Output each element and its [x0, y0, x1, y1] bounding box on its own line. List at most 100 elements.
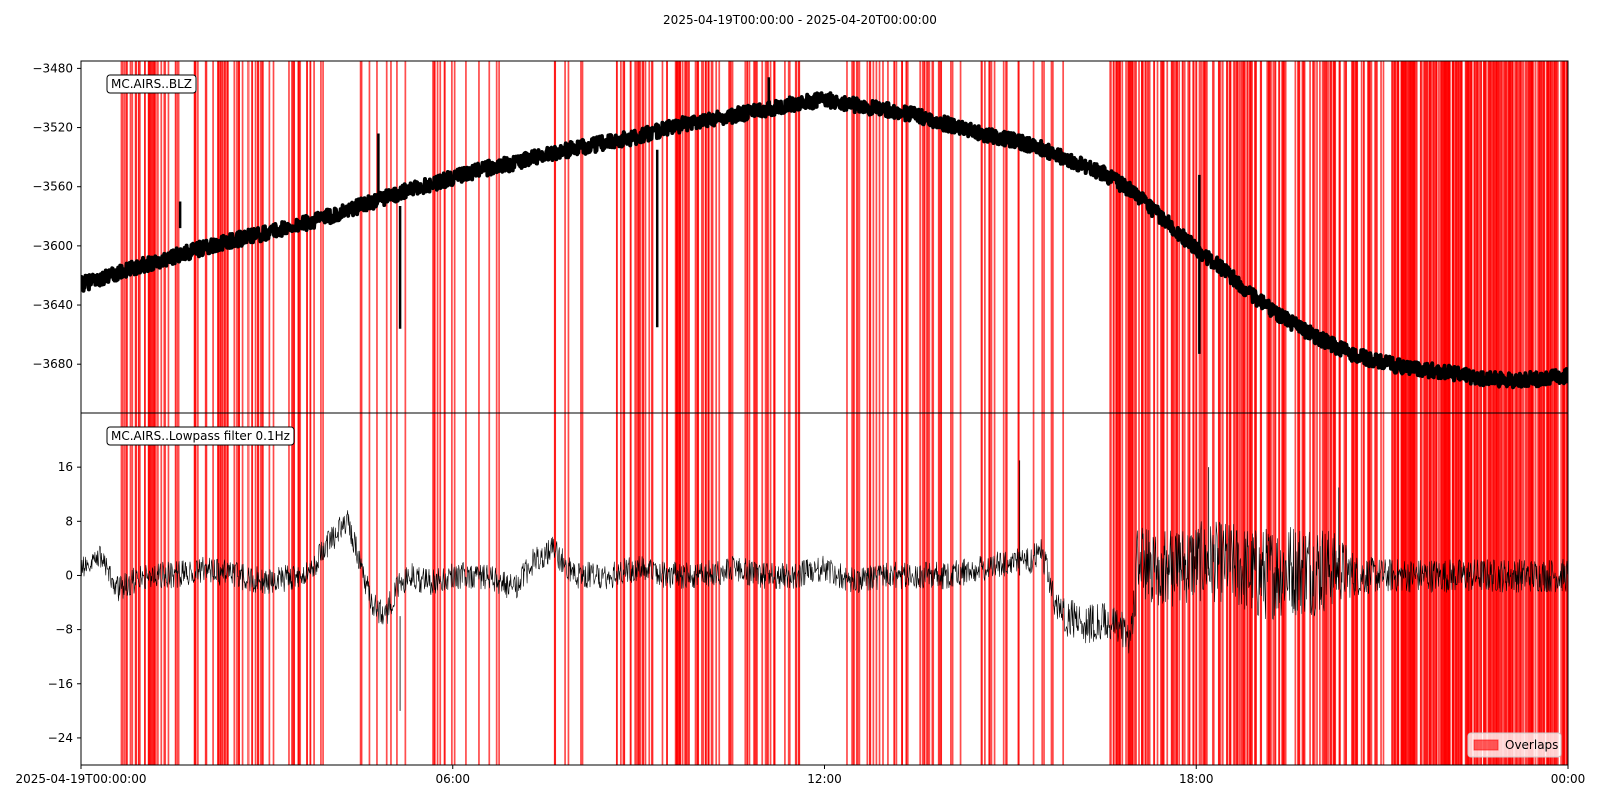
- overlap-band: [1509, 61, 1511, 413]
- overlap-band: [676, 61, 678, 413]
- overlap-band: [636, 413, 639, 765]
- overlap-band: [1316, 61, 1318, 413]
- overlap-band: [1112, 413, 1115, 765]
- overlap-band: [322, 61, 324, 413]
- overlap-band: [784, 61, 786, 413]
- overlap-band: [1243, 61, 1246, 413]
- overlap-band: [1380, 413, 1382, 765]
- overlap-band: [1360, 413, 1363, 765]
- overlap-band: [681, 413, 684, 765]
- overlap-band: [754, 61, 756, 413]
- overlap-band: [905, 413, 908, 765]
- overlap-band: [1141, 61, 1144, 413]
- y-tick-label: −8: [55, 623, 73, 637]
- overlap-band: [764, 61, 767, 413]
- overlap-band: [1524, 61, 1527, 413]
- overlap-band: [177, 61, 180, 413]
- overlap-band: [1478, 61, 1481, 413]
- overlap-band: [981, 61, 983, 413]
- overlap-band: [718, 61, 721, 413]
- overlap-band: [710, 413, 713, 765]
- overlap-band: [1017, 61, 1020, 413]
- overlap-band: [921, 61, 924, 413]
- overlap-band: [205, 413, 208, 765]
- overlap-band: [769, 413, 772, 765]
- overlap-band: [1395, 61, 1397, 413]
- overlap-band: [990, 413, 993, 765]
- overlap-band: [1470, 61, 1472, 413]
- overlap-band: [1403, 413, 1405, 765]
- overlap-band: [1494, 61, 1497, 413]
- overlap-band: [1503, 61, 1505, 413]
- overlap-bands: [120, 413, 1568, 765]
- trace-label: MC.AIRS..BLZ: [106, 74, 197, 94]
- overlap-band: [1350, 413, 1353, 765]
- overlap-band: [131, 413, 134, 765]
- overlap-band: [1550, 61, 1552, 413]
- overlap-band: [718, 413, 721, 765]
- overlap-band: [1234, 61, 1236, 413]
- overlap-band: [465, 413, 467, 765]
- overlap-band: [1537, 61, 1539, 413]
- overlap-band: [1424, 61, 1427, 413]
- overlap-band: [1393, 61, 1396, 413]
- x-tick-label: 12:00: [807, 772, 842, 786]
- overlap-band: [167, 61, 170, 413]
- overlap-band: [1236, 61, 1239, 413]
- overlap-band: [247, 413, 250, 765]
- y-tick-label: −16: [48, 677, 73, 691]
- overlap-band: [1554, 61, 1556, 413]
- overlap-band: [795, 61, 798, 413]
- overlap-band: [1542, 61, 1545, 413]
- overlap-band: [1323, 61, 1326, 413]
- overlap-band: [866, 413, 869, 765]
- overlap-band: [638, 413, 641, 765]
- overlap-band: [1204, 61, 1207, 413]
- overlap-band: [959, 61, 962, 413]
- overlap-band: [453, 413, 456, 765]
- overlap-band: [685, 413, 687, 765]
- overlap-band: [1435, 413, 1437, 765]
- x-tick-label: 18:00: [1179, 772, 1214, 786]
- overlap-band: [893, 61, 896, 413]
- overlap-band: [1484, 61, 1486, 413]
- overlap-band: [1524, 413, 1527, 765]
- overlap-band: [1166, 61, 1169, 413]
- overlap-band: [251, 413, 254, 765]
- overlap-band: [875, 61, 878, 413]
- overlap-band: [1254, 413, 1256, 765]
- overlap-band: [1397, 61, 1399, 413]
- overlap-band: [197, 413, 199, 765]
- overlap-band: [554, 413, 557, 765]
- overlap-band: [1329, 61, 1332, 413]
- overlap-band: [1135, 61, 1137, 413]
- overlap-band: [1560, 61, 1562, 413]
- overlap-band: [1487, 61, 1490, 413]
- overlap-band: [1409, 61, 1411, 413]
- overlap-band: [1489, 61, 1491, 413]
- overlap-band: [846, 413, 848, 765]
- overlap-band: [1303, 61, 1306, 413]
- x-tick-label: 2025-04-19T00:00:00: [16, 772, 147, 786]
- overlap-band: [641, 61, 644, 413]
- trace-label-box: [106, 74, 197, 94]
- overlap-band: [444, 61, 446, 413]
- waveform-trace: [81, 510, 1568, 654]
- overlap-band: [288, 413, 290, 765]
- overlap-band: [940, 413, 943, 765]
- overlap-band: [1325, 61, 1328, 413]
- overlap-band: [120, 61, 123, 413]
- overlap-band: [1345, 61, 1347, 413]
- overlap-band: [620, 413, 622, 765]
- overlap-band: [1382, 61, 1385, 413]
- overlap-band: [1043, 413, 1045, 765]
- overlap-band: [1125, 61, 1127, 413]
- legend-label-overlaps: Overlaps: [1505, 738, 1558, 752]
- overlap-band: [983, 413, 986, 765]
- overlap-band: [257, 413, 260, 765]
- overlap-band: [895, 413, 898, 765]
- overlap-band: [1309, 61, 1311, 413]
- overlap-band: [1477, 413, 1479, 765]
- overlap-band: [715, 61, 718, 413]
- overlap-band: [1141, 413, 1144, 765]
